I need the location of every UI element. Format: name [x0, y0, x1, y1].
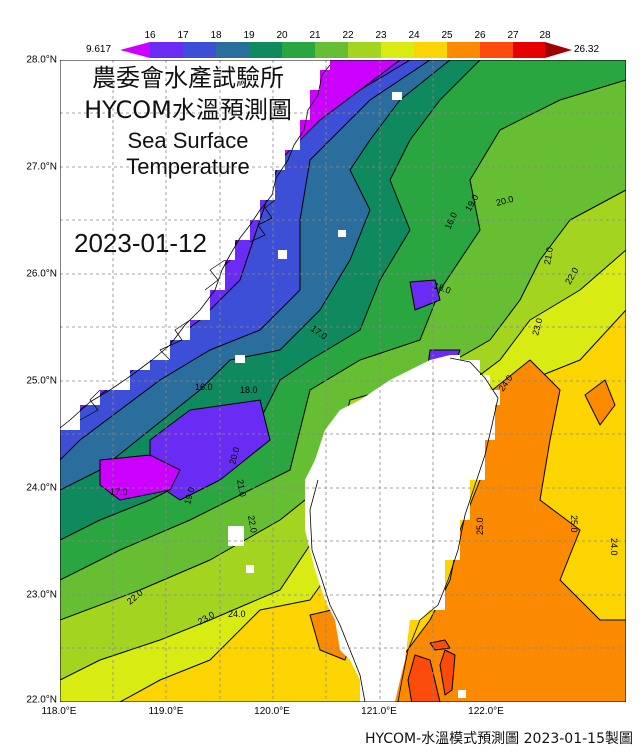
contour-label: 20.0: [227, 446, 241, 466]
contour-label: 25.0: [475, 517, 485, 535]
colorbar-tick: 20: [276, 30, 288, 41]
colorbar-tick: 21: [309, 30, 321, 41]
sst-map: 16.0 16.0 17.0 17.0 18.0 18.0 19.0 19.0 …: [60, 60, 626, 702]
contour-label: 21.0: [235, 479, 248, 498]
lon-label: 122.0°E: [468, 706, 504, 717]
lon-label: 118.0°E: [41, 706, 77, 717]
contour-label: 24.0: [609, 538, 619, 556]
lon-label: 120.0°E: [254, 706, 290, 717]
contour-label: 19.0: [182, 486, 196, 506]
lat-label: 28.0°N: [26, 54, 57, 66]
lat-label: 22.0°N: [26, 694, 57, 706]
colorbar-tick: 17: [177, 30, 189, 41]
contour-label: 22.0: [246, 515, 259, 534]
chart-subtitle-1: Sea Surface: [127, 128, 249, 153]
lat-label: 27.0°N: [26, 161, 57, 173]
contour-label: 16.0: [195, 382, 213, 392]
lon-label: 119.0°E: [148, 706, 184, 717]
colorbar-tick: 26: [474, 30, 486, 41]
contour-label: 17.0: [110, 487, 128, 497]
chart-title: HYCOM水溫預測圖: [84, 96, 292, 124]
map-title-block: 農委會水產試驗所 HYCOM水溫預測圖 Sea Surface Temperat…: [58, 62, 318, 178]
contour-label: 24.0: [228, 609, 246, 619]
colorbar-tick: 24: [408, 30, 420, 41]
colorbar-tick: 25: [441, 30, 453, 41]
contour-label: 25.0: [569, 515, 579, 533]
contour-label: 20.0: [495, 194, 515, 208]
contour-label: 23.0: [530, 317, 544, 337]
colorbar-tick: 22: [342, 30, 354, 41]
colorbar-max-label: 26.32: [574, 44, 600, 55]
lat-label: 24.0°N: [26, 482, 57, 494]
contour-label: 18.0: [240, 385, 258, 395]
colorbar-tick: 18: [210, 30, 222, 41]
lon-label: 121.0°E: [361, 706, 397, 717]
lat-label: 25.0°N: [26, 375, 57, 387]
chart-subtitle-2: Temperature: [126, 154, 250, 179]
colorbar: [120, 42, 572, 58]
forecast-date: 2023-01-12: [74, 228, 207, 258]
colorbar-tick: 23: [375, 30, 387, 41]
lat-label: 23.0°N: [26, 589, 57, 601]
colorbar-tick: 16: [144, 30, 156, 41]
colorbar-tick: 27: [507, 30, 519, 41]
colorbar-tick: 28: [539, 30, 551, 41]
lat-label: 26.0°N: [26, 268, 57, 280]
footer-caption: HYCOM-水溫模式預測圖 2023-01-15製圖: [364, 731, 633, 747]
colorbar-tick: 19: [243, 30, 255, 41]
contour-label: 21.0: [542, 246, 555, 265]
colorbar-min-label: 9.617: [86, 44, 112, 55]
institute-title: 農委會水產試驗所: [92, 64, 284, 92]
